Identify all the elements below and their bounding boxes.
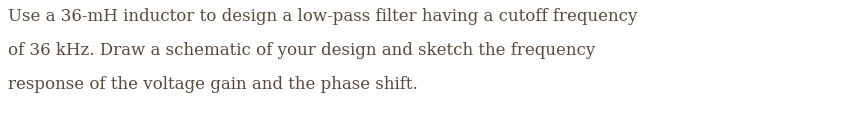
Text: Use a 36-mH inductor to design a low-pass filter having a cutoff frequency: Use a 36-mH inductor to design a low-pas… xyxy=(8,8,638,25)
Text: response of the voltage gain and the phase shift.: response of the voltage gain and the pha… xyxy=(8,75,417,92)
Text: of 36 kHz. Draw a schematic of your design and sketch the frequency: of 36 kHz. Draw a schematic of your desi… xyxy=(8,42,595,59)
